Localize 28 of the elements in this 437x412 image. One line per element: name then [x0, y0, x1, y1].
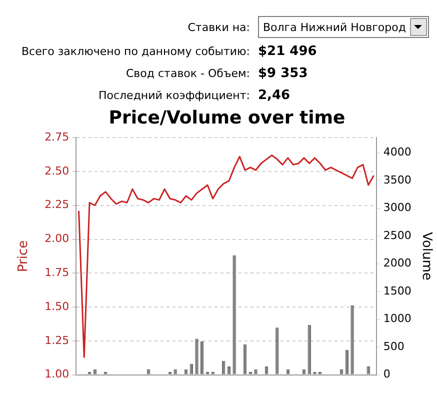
text: Всего заключено по данному событию:	[20, 44, 251, 58]
y2-tick-label: 1000	[383, 312, 412, 326]
y-tick-label: 1.25	[44, 334, 70, 347]
y-axis-title: Price	[16, 240, 32, 272]
y2-tick-label: 2500	[383, 228, 412, 242]
y2-tick-label: 0	[383, 368, 390, 381]
text: Последний коэффициент:	[97, 88, 251, 102]
chart-title: Price/Volume over time	[108, 107, 346, 128]
y-tick-label: 1.75	[44, 266, 70, 279]
y2-tick-label: 500	[383, 340, 404, 353]
text: $9 353	[258, 66, 308, 80]
y-tick-label: 2.75	[44, 130, 70, 144]
y-tick-label: 1.00	[44, 368, 70, 381]
text: $21 496	[258, 44, 317, 58]
y-tick-label: 2.50	[44, 164, 70, 178]
text: Ставки на:	[186, 20, 251, 34]
y2-tick-label: 3500	[383, 173, 412, 186]
y-tick-label: 2.25	[44, 198, 70, 212]
y2-axis-title: Volume	[418, 232, 434, 280]
y2-tick-label: 4000	[383, 146, 412, 159]
text: Свод ставок - Объем:	[125, 66, 251, 80]
text: Волга Нижний Новгород	[263, 20, 406, 34]
y-tick-label: 1.50	[44, 300, 70, 313]
y-tick-label: 2.00	[44, 232, 70, 246]
y2-tick-label: 3000	[383, 201, 412, 214]
y2-tick-label: 1500	[383, 284, 412, 298]
y2-tick-label: 2000	[383, 256, 412, 270]
text: 2,46	[258, 88, 290, 102]
